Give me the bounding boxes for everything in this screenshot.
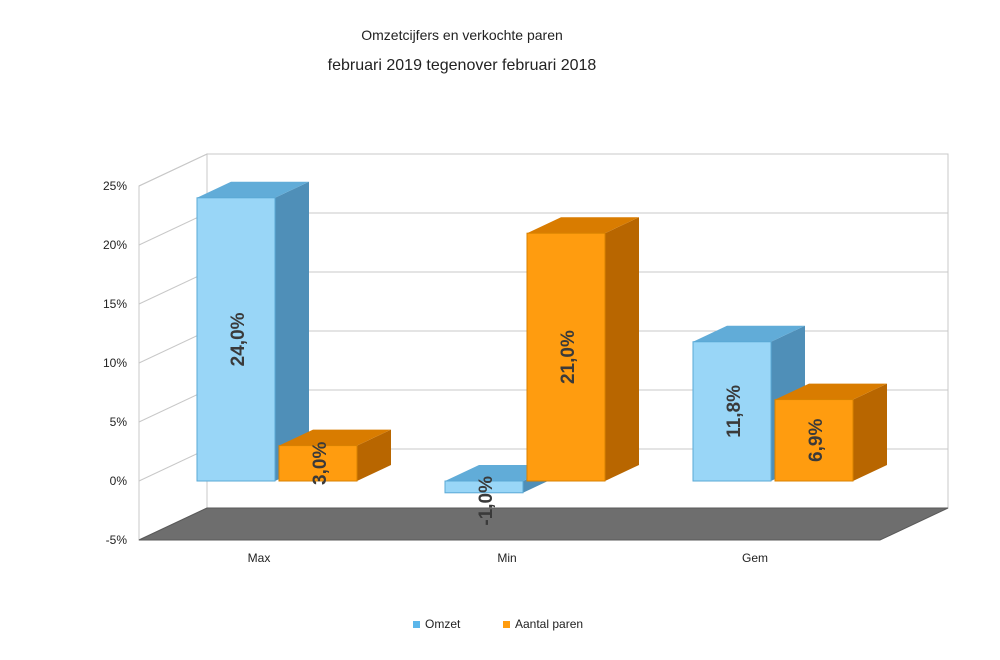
bar-side <box>357 429 391 481</box>
data-label: -1,0% <box>476 476 497 526</box>
bar-side <box>275 181 309 482</box>
bar-top <box>279 429 391 446</box>
legend-item-aantal-paren: Aantal paren <box>503 617 583 631</box>
bar <box>526 232 606 482</box>
bar <box>196 197 276 482</box>
chart-subtitle: februari 2019 tegenover februari 2018 <box>327 57 597 74</box>
legend-label-omzet: Omzet <box>425 617 461 631</box>
data-label: 3,0% <box>310 442 331 485</box>
y-tick-label: 25% <box>103 179 127 193</box>
legend-label-aantal-paren: Aantal paren <box>515 617 584 631</box>
data-label: 21,0% <box>558 330 579 384</box>
x-tick-label: Gem <box>742 551 768 565</box>
bar <box>444 480 524 494</box>
bar-top <box>197 181 309 198</box>
legend-item-omzet: Omzet <box>413 617 460 631</box>
x-tick-label: Max <box>248 551 271 565</box>
y-tick-label: 0% <box>110 474 128 488</box>
bar-top <box>527 217 639 234</box>
legend-swatch-aantal-paren <box>503 620 510 628</box>
y-tick-label: 20% <box>103 238 127 252</box>
bar <box>278 445 358 482</box>
chart-title: Omzetcijfers en verkochte paren <box>361 27 563 43</box>
y-tick-label: -5% <box>106 533 128 547</box>
bar-top <box>775 383 887 400</box>
y-tick-label: 5% <box>110 415 128 429</box>
bar-top <box>693 325 805 342</box>
data-label: 6,9% <box>806 419 827 462</box>
gridline <box>138 153 948 187</box>
y-tick-label: 10% <box>103 356 127 370</box>
data-label: 24,0% <box>228 312 249 366</box>
bar-side <box>853 383 887 481</box>
x-tick-label: Min <box>497 551 516 565</box>
data-label: 11,8% <box>724 385 745 438</box>
legend-swatch-omzet <box>413 620 420 628</box>
bar-side <box>605 217 639 481</box>
floor <box>138 507 949 541</box>
bar <box>692 341 772 482</box>
y-tick-label: 15% <box>103 297 127 311</box>
bar <box>774 399 854 482</box>
